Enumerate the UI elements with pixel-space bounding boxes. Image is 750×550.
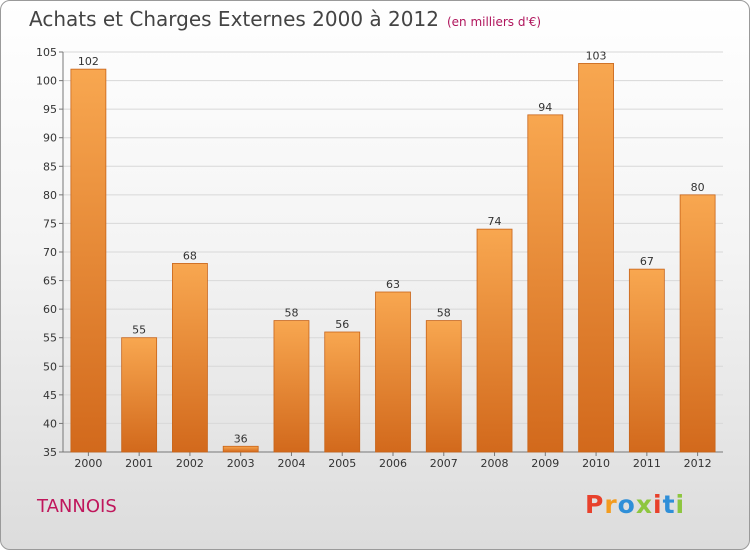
x-tick-label-2008: 2008 (481, 457, 509, 470)
bar-2011 (628, 268, 665, 453)
y-tick-label: 70 (43, 246, 57, 259)
bar-2005 (324, 331, 361, 453)
data-label-2009: 94 (538, 101, 552, 114)
x-tick-label-2009: 2009 (531, 457, 559, 470)
x-tick-label-2011: 2011 (633, 457, 661, 470)
chart-subtitle: (en milliers d'€) (446, 15, 542, 29)
y-tick-label: 35 (43, 446, 57, 459)
x-tick-label-2001: 2001 (125, 457, 153, 470)
chart-title: Achats et Charges Externes 2000 à 2012 (e… (29, 7, 541, 31)
x-tick-label-2005: 2005 (328, 457, 356, 470)
x-tick-label-2010: 2010 (582, 457, 610, 470)
logo-letter: i (653, 490, 663, 519)
y-tick-label: 80 (43, 189, 57, 202)
bar-2002 (172, 263, 208, 453)
data-label-2011: 67 (640, 255, 654, 268)
x-tick-label-2006: 2006 (379, 457, 407, 470)
logo-letter: o (617, 490, 636, 519)
logo-letter: r (604, 490, 618, 519)
chart-title-text: Achats et Charges Externes 2000 à 2012 (29, 7, 439, 31)
y-tick-label: 85 (43, 160, 57, 173)
x-tick-label-2002: 2002 (176, 457, 204, 470)
data-label-2001: 55 (132, 324, 146, 337)
bar-2012 (679, 194, 716, 453)
y-tick-label: 95 (43, 103, 57, 116)
y-tick-label: 65 (43, 275, 57, 288)
bar-2004 (273, 320, 310, 453)
x-tick-label-2000: 2000 (74, 457, 102, 470)
logo-letter: P (585, 490, 605, 519)
y-tick-label: 90 (43, 132, 57, 145)
data-label-2008: 74 (488, 215, 502, 228)
proxiti-logo: Proxiti (585, 490, 685, 519)
bars (70, 63, 716, 453)
data-label-2003: 36 (234, 432, 248, 445)
y-tick-label: 55 (43, 332, 57, 345)
x-tick-label-2004: 2004 (277, 457, 305, 470)
y-tick-label: 105 (36, 46, 57, 59)
data-labels: 102 55 68 36 58 56 63 58 74 94 103 67 80 (78, 49, 705, 445)
x-tick-label-2007: 2007 (430, 457, 458, 470)
y-tick-label: 45 (43, 389, 57, 402)
data-label-2004: 58 (284, 307, 298, 320)
data-label-2000: 102 (78, 55, 99, 68)
logo-letter: i (675, 490, 686, 519)
bar-2006 (375, 291, 411, 453)
x-tick-label-2012: 2012 (684, 457, 712, 470)
y-tick-label: 100 (36, 75, 57, 88)
bar-2008 (476, 228, 513, 453)
place-name: TANNOIS (37, 496, 117, 517)
bar-2000 (70, 68, 107, 453)
bar-2009 (527, 114, 564, 453)
bar-2010 (578, 63, 614, 453)
data-label-2006: 63 (386, 278, 400, 291)
data-label-2002: 68 (183, 249, 197, 262)
logo-letter: x (635, 490, 653, 519)
data-label-2012: 80 (691, 181, 705, 194)
y-tick-label: 40 (43, 417, 57, 430)
x-tick-label-2003: 2003 (227, 457, 255, 470)
bar-2007 (425, 320, 462, 453)
data-label-2007: 58 (437, 307, 451, 320)
y-tick-label: 60 (43, 303, 57, 316)
logo-letter: t (662, 490, 676, 519)
y-tick-label: 75 (43, 217, 57, 230)
y-tick-label: 50 (43, 360, 57, 373)
bar-2003 (222, 445, 259, 453)
bar-2001 (121, 337, 158, 453)
data-label-2005: 56 (335, 318, 349, 331)
data-label-2010: 103 (586, 49, 607, 62)
tick-labels: 35 40 45 50 55 60 65 70 75 80 85 90 95 100 105 2000 2001… (36, 46, 712, 470)
